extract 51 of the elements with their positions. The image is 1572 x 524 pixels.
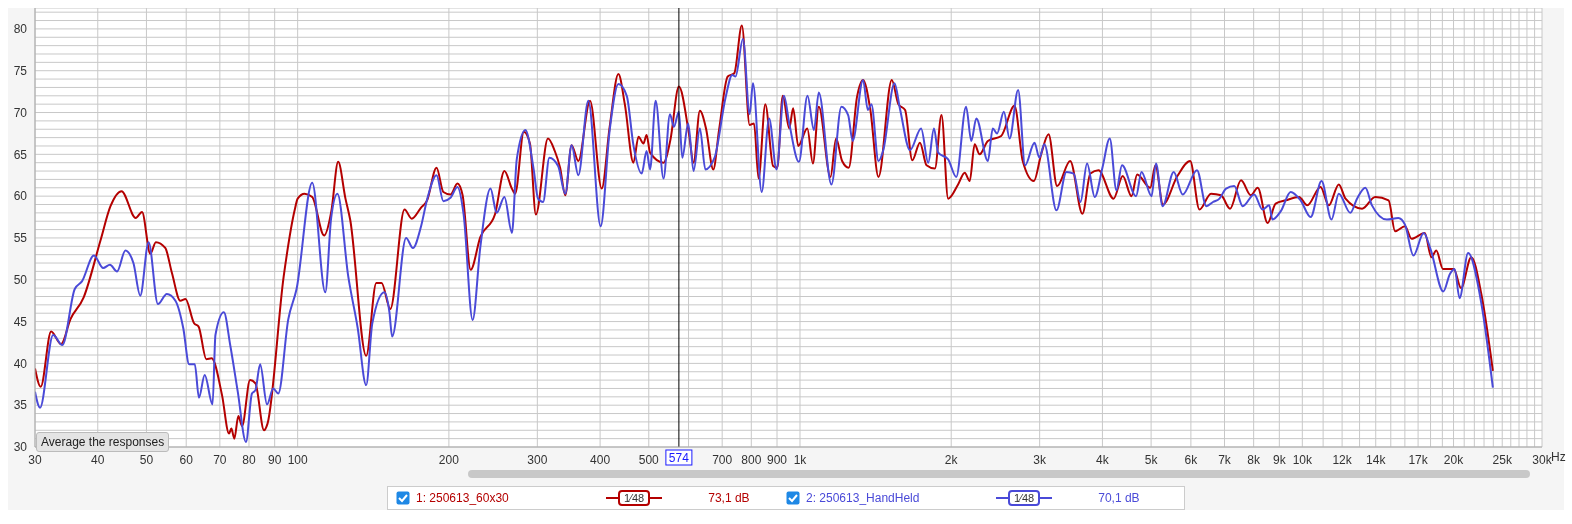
y-tick-label: 65 (13, 147, 28, 162)
x-tick-label: 70 (213, 452, 227, 467)
x-tick-label: 30k (1532, 452, 1553, 467)
x-tick-label: 5k (1144, 452, 1159, 467)
text: 1: 250613_60x30 (416, 491, 510, 505)
x-tick-label: 80 (242, 452, 256, 467)
text: 73,1 dB (708, 491, 750, 505)
x-tick-label: 500 (638, 452, 660, 467)
x-tick-label: 40 (91, 452, 105, 467)
x-tick-label: 50 (139, 452, 154, 467)
x-tick-label: 200 (438, 452, 460, 467)
y-tick-label: 45 (13, 314, 28, 329)
y-tick-label: 75 (13, 63, 28, 78)
x-tick-label: 17k (1408, 452, 1429, 467)
x-tick-label: 12k (1332, 452, 1353, 467)
x-tick-label: 1k (793, 452, 808, 467)
x-tick-label: 700 (712, 452, 733, 467)
x-tick-label: 9k (1273, 452, 1287, 467)
x-tick-label: 60 (179, 452, 194, 467)
x-tick-label: 90 (267, 452, 282, 467)
text: 2: 250613_HandHeld (806, 491, 921, 505)
y-tick-label: 60 (13, 189, 28, 204)
x-tick-label: 900 (766, 452, 788, 467)
y-tick-label: 80 (13, 22, 28, 37)
y-tick-label: 55 (13, 231, 28, 246)
x-tick-label: 2k (944, 452, 959, 467)
y-tick-label: 35 (13, 398, 28, 413)
text: 1⁄48 (618, 490, 651, 506)
y-tick-label: 40 (13, 356, 28, 371)
button: Average the responses (36, 432, 170, 452)
y-tick-label: 70 (13, 105, 28, 120)
x-tick-label: 800 (741, 452, 762, 467)
x-tick-label: 4k (1096, 452, 1110, 467)
x-tick-label: 8k (1247, 452, 1261, 467)
x-tick-label: 6k (1184, 452, 1199, 467)
x-tick-label: 10k (1292, 452, 1313, 467)
x-tick-label: 100 (287, 452, 308, 467)
y-tick-label: 30 (13, 440, 28, 455)
x-tick-label: 400 (590, 452, 611, 467)
x-tick-label: 20k (1443, 452, 1465, 467)
x-axis-title: Hz (1551, 450, 1566, 464)
x-tick-label: 3k (1033, 452, 1047, 467)
y-tick-label: 50 (13, 273, 28, 288)
x-tick-label: 300 (527, 452, 548, 467)
x-tick-label: 7k (1218, 452, 1232, 467)
text: 70,1 dB (1098, 491, 1140, 505)
text: 1⁄48 (1008, 490, 1041, 506)
x-tick-label: 25k (1492, 452, 1513, 467)
ref-line-label: 574 (668, 451, 690, 465)
x-tick-label: 30 (28, 452, 42, 467)
x-tick-label: 14k (1366, 452, 1387, 467)
